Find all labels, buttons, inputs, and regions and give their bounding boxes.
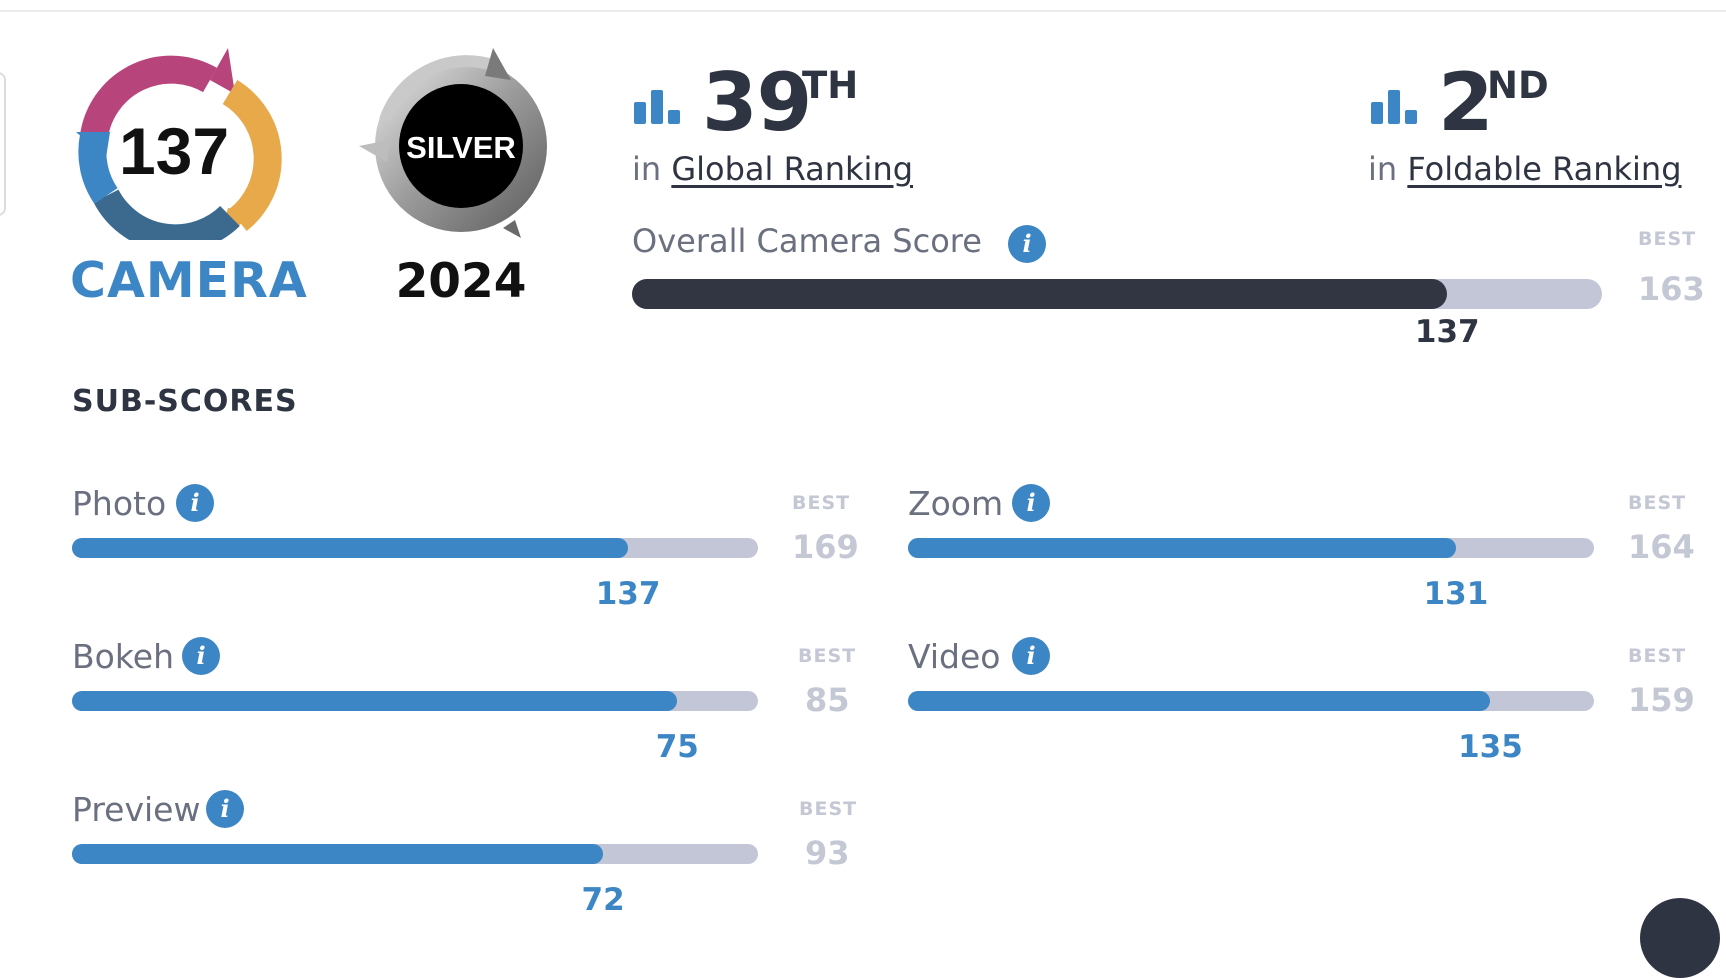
camera-badge-label: CAMERA xyxy=(70,252,308,309)
subscore-value: 135 xyxy=(1458,729,1523,765)
subscore-label: Video xyxy=(908,637,1001,676)
subscore-label: Preview xyxy=(72,790,201,829)
subscore-video: Video i BEST 159 135 xyxy=(908,637,1726,787)
subscore-fill xyxy=(72,844,604,864)
subscore-best-value: 93 xyxy=(805,834,850,872)
silver-badge-ring-icon: SILVER xyxy=(359,48,547,238)
global-ranking-link[interactable]: Global Ranking xyxy=(671,150,914,188)
overall-score-bar xyxy=(632,279,1602,309)
foldable-ranking-link[interactable]: Foldable Ranking xyxy=(1407,150,1682,188)
top-divider xyxy=(0,0,1726,12)
camera-badge-ring-icon: 137 xyxy=(76,48,282,253)
chat-button[interactable] xyxy=(1640,898,1720,978)
subscore-best-tag: BEST xyxy=(798,645,857,667)
overall-best-tag: BEST xyxy=(1638,228,1697,250)
overall-best-value: 163 xyxy=(1638,270,1705,308)
foldable-rank-prefix: in xyxy=(1368,150,1398,188)
subscore-best-tag: BEST xyxy=(1628,492,1687,514)
ranking-bars-icon xyxy=(634,90,680,124)
camera-score-badge: 137 xyxy=(70,40,310,253)
silver-award-badge: SILVER xyxy=(345,40,570,250)
info-icon[interactable]: i xyxy=(1012,637,1050,675)
silver-badge-text: SILVER xyxy=(406,130,516,165)
info-icon[interactable]: i xyxy=(1012,484,1050,522)
global-rank-suffix: TH xyxy=(802,64,859,107)
award-year: 2024 xyxy=(395,254,527,309)
subscore-label: Zoom xyxy=(908,484,1004,523)
overall-score-value: 137 xyxy=(1414,314,1480,350)
foldable-rank-number: 2 xyxy=(1438,56,1494,149)
subscore-best-value: 85 xyxy=(805,681,850,719)
subscore-bar xyxy=(908,691,1594,711)
subscore-best-tag: BEST xyxy=(799,798,858,820)
subscore-best-value: 169 xyxy=(792,528,859,566)
info-icon[interactable]: i xyxy=(176,484,214,522)
overall-score-label: Overall Camera Score xyxy=(632,222,982,260)
subscore-best-value: 159 xyxy=(1628,681,1695,719)
global-rank-prefix: in xyxy=(632,150,662,188)
subscore-best-tag: BEST xyxy=(1628,645,1687,667)
subscore-value: 137 xyxy=(595,576,661,612)
subscore-fill xyxy=(908,691,1491,711)
ranking-bars-icon xyxy=(1371,90,1417,124)
foldable-rank-suffix: ND xyxy=(1487,64,1549,107)
subscore-bar xyxy=(908,538,1594,558)
subscore-preview: Preview i BEST 93 72 xyxy=(72,790,922,940)
subscore-bar xyxy=(72,538,758,558)
subscore-label: Photo xyxy=(72,484,167,523)
subscore-bar xyxy=(72,844,758,864)
subscore-value: 75 xyxy=(655,729,699,765)
overall-score-fill xyxy=(632,279,1448,309)
subscore-zoom: Zoom i BEST 164 131 xyxy=(908,484,1726,634)
subscore-bar xyxy=(72,691,758,711)
subscores-title: SUB-SCORES xyxy=(72,384,298,419)
subscore-bokeh: Bokeh i BEST 85 75 xyxy=(72,637,922,787)
subscore-best-value: 164 xyxy=(1628,528,1695,566)
subscore-best-tag: BEST xyxy=(792,492,851,514)
info-icon[interactable]: i xyxy=(1008,225,1046,263)
subscore-photo: Photo i BEST 169 137 xyxy=(72,484,922,634)
subscore-fill xyxy=(72,538,629,558)
subscore-fill xyxy=(72,691,678,711)
info-icon[interactable]: i xyxy=(182,637,220,675)
side-panel-edge xyxy=(0,72,6,216)
info-icon[interactable]: i xyxy=(206,790,244,828)
subscore-value: 72 xyxy=(581,882,625,918)
camera-badge-score: 137 xyxy=(119,114,229,188)
subscore-fill xyxy=(908,538,1456,558)
subscore-value: 131 xyxy=(1423,576,1489,612)
subscore-label: Bokeh xyxy=(72,637,174,676)
global-rank-number: 39 xyxy=(702,56,812,149)
